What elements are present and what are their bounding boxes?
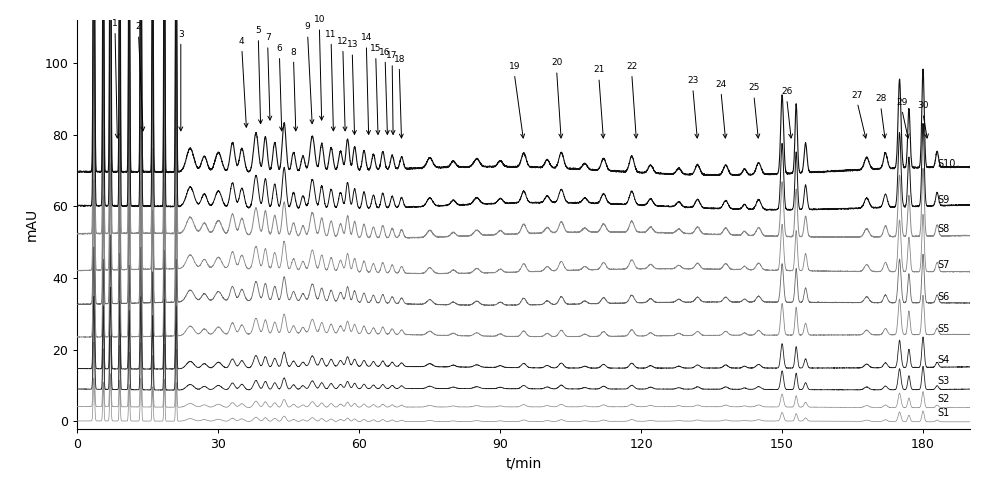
Text: S9: S9 bbox=[937, 195, 949, 205]
Text: S10: S10 bbox=[937, 159, 955, 169]
Text: 16: 16 bbox=[379, 48, 391, 56]
Text: S5: S5 bbox=[937, 324, 949, 334]
Text: 3: 3 bbox=[178, 30, 184, 39]
Text: 30: 30 bbox=[917, 101, 929, 110]
Text: 17: 17 bbox=[386, 51, 398, 60]
Text: 19: 19 bbox=[509, 62, 520, 71]
Text: S3: S3 bbox=[937, 376, 949, 386]
Text: 4: 4 bbox=[239, 37, 245, 46]
Text: 28: 28 bbox=[875, 94, 886, 103]
Text: 20: 20 bbox=[551, 58, 562, 67]
Text: 24: 24 bbox=[715, 80, 727, 89]
Text: S7: S7 bbox=[937, 260, 949, 270]
Text: 21: 21 bbox=[593, 65, 605, 74]
Text: 13: 13 bbox=[347, 41, 358, 50]
Text: 29: 29 bbox=[896, 98, 908, 107]
Text: 5: 5 bbox=[255, 26, 261, 35]
Text: 15: 15 bbox=[370, 44, 382, 53]
Text: 7: 7 bbox=[265, 33, 271, 42]
Text: 11: 11 bbox=[325, 30, 337, 39]
Text: S8: S8 bbox=[937, 224, 949, 234]
Text: 25: 25 bbox=[748, 83, 760, 93]
Text: 26: 26 bbox=[781, 87, 792, 96]
Text: S4: S4 bbox=[937, 355, 949, 365]
Text: S1: S1 bbox=[937, 408, 949, 418]
X-axis label: t/min: t/min bbox=[506, 456, 542, 470]
Text: 18: 18 bbox=[393, 55, 405, 64]
Text: 6: 6 bbox=[277, 44, 282, 53]
Text: S6: S6 bbox=[937, 292, 949, 302]
Text: 12: 12 bbox=[337, 37, 349, 46]
Text: 8: 8 bbox=[291, 48, 296, 56]
Text: 27: 27 bbox=[852, 91, 863, 99]
Text: 10: 10 bbox=[314, 15, 325, 24]
Text: S2: S2 bbox=[937, 394, 949, 404]
Text: 1: 1 bbox=[112, 19, 118, 28]
Text: 14: 14 bbox=[361, 33, 372, 42]
Y-axis label: mAU: mAU bbox=[25, 208, 39, 241]
Text: 22: 22 bbox=[626, 62, 637, 71]
Text: 9: 9 bbox=[305, 22, 311, 32]
Text: 2: 2 bbox=[136, 22, 141, 32]
Text: 23: 23 bbox=[687, 76, 699, 85]
